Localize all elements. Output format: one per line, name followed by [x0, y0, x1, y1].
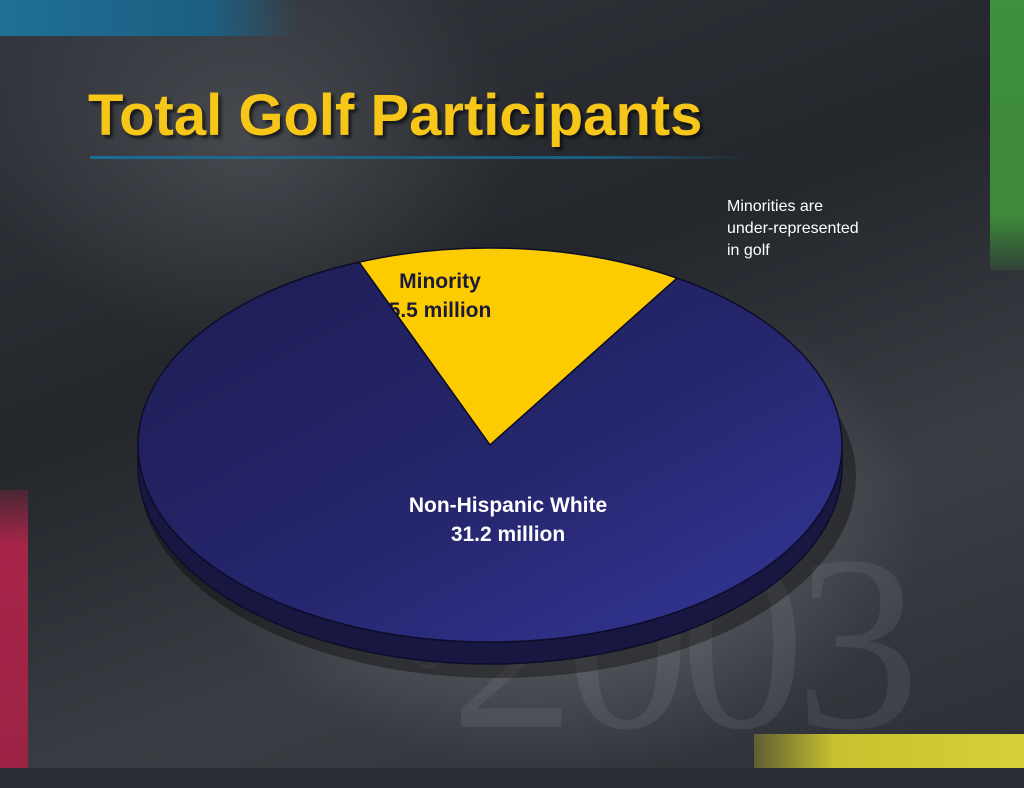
accent-bar-yellow [754, 734, 1024, 768]
chart-annotation: Minorities are under-represented in golf [727, 196, 927, 262]
page-title: Total Golf Participants [88, 83, 703, 148]
slice-value-label: 5.5 million [389, 299, 492, 322]
pie-slice-minority [357, 247, 679, 447]
annotation-line: under-represented [727, 220, 859, 237]
annotation-line: in golf [727, 242, 770, 259]
slice-label: Non-Hispanic White [409, 494, 607, 517]
accent-bar-blue [0, 0, 300, 36]
title-underline [90, 156, 750, 159]
annotation-line: Minorities are [727, 198, 824, 215]
accent-bar-red [0, 490, 28, 768]
accent-bar-green [990, 0, 1024, 270]
slice-value-label: 31.2 million [451, 523, 565, 546]
slice-label: Minority [399, 270, 481, 293]
pie-chart: Minority 5.5 million Non-Hispanic White 31.… [137, 247, 856, 678]
pie-slice-non-hispanic-white [137, 261, 843, 643]
